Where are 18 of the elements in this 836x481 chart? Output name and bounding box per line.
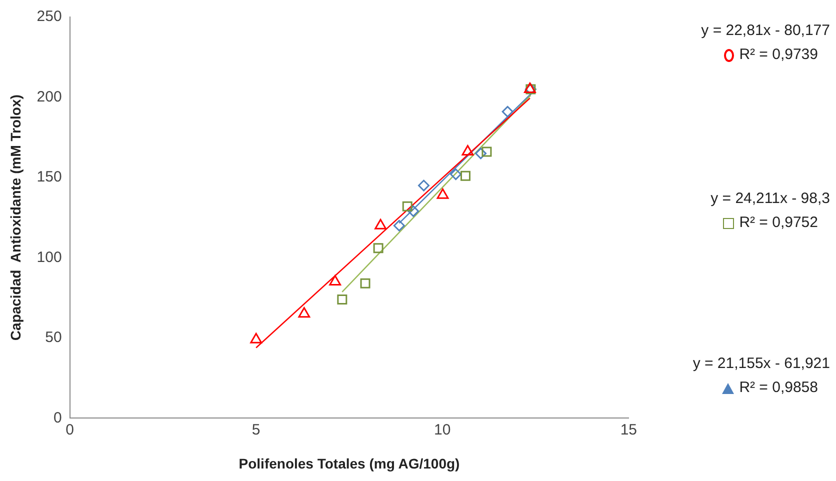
y-axis-title: Capacidad Antioxidante (mM Trolox) (7, 94, 24, 341)
x-tick-label: 5 (252, 421, 260, 438)
text: y = 21,155x - 61,921 (692, 355, 830, 372)
text: R² = 0,9739 (739, 46, 818, 63)
y-tick-label: 100 (36, 248, 62, 266)
text: y = 22,81x - 80,177 (701, 22, 830, 39)
y-tick-label: 200 (36, 88, 62, 106)
x-axis-title: Polifenoles Totales (mg AG/100g) (238, 455, 460, 472)
y-tick-label: 150 (36, 168, 62, 186)
x-tick-label: 0 (66, 421, 74, 438)
text: y = 24,211x - 98,3 (710, 190, 830, 207)
x-tick-label: 15 (620, 421, 637, 438)
text: R² = 0,9752 (739, 214, 818, 231)
y-tick-label: 250 (36, 8, 62, 26)
y-tick-label: 50 (45, 329, 62, 346)
x-tick-label: 10 (434, 421, 451, 438)
text: R² = 0,9858 (739, 379, 818, 396)
y-tick-label: 0 (53, 409, 62, 426)
